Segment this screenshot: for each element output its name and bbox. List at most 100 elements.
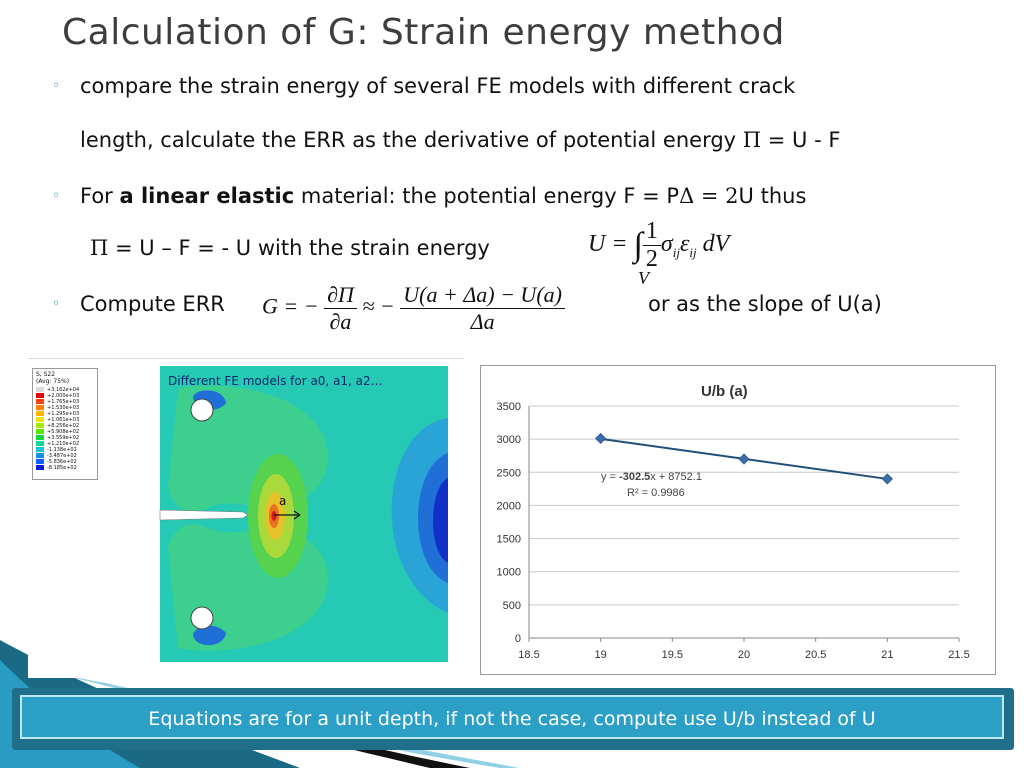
legend-entry: -3.487e+02	[36, 453, 79, 459]
data-point	[595, 432, 607, 445]
legend-swatch	[36, 429, 44, 434]
legend-swatch	[36, 465, 44, 470]
y-tick-label: 0	[515, 633, 521, 645]
pi-equation-text: = U – F = - U with the strain energy	[108, 236, 490, 260]
err-formula: G = − ∂Π ∂a ≈ − U(a + Δa) − U(a) Δa	[262, 282, 565, 335]
bullet-1-line-1: compare the strain energy of several FE …	[80, 74, 796, 98]
y-tick-label: 500	[503, 600, 521, 612]
legend-entry: +1.295e+03	[36, 411, 79, 417]
x-tick-label: 21	[881, 649, 893, 661]
legend-entry: -5.836e+02	[36, 459, 79, 465]
y-tick-label: 1500	[497, 534, 521, 546]
legend-swatch	[36, 405, 44, 410]
legend-swatch	[36, 459, 44, 464]
legend-swatch	[36, 453, 44, 458]
legend-entry: +3.559e+02	[36, 435, 79, 441]
legend-value: +3.162e+04	[47, 387, 80, 393]
bullet-3-post: or as the slope of U(a)	[648, 292, 882, 316]
legend-entry: +1.061e+03	[36, 417, 79, 423]
legend-value: +1.210e+02	[47, 441, 80, 447]
trendline-slope: -302.5	[619, 471, 650, 483]
legend-swatch	[36, 387, 44, 392]
legend-value: +1.765e+03	[47, 399, 80, 405]
legend-avg: (Avg: 75%)	[36, 378, 70, 385]
pi-symbol: Π	[90, 236, 109, 260]
legend-value: +8.256e+02	[47, 423, 80, 429]
legend-entry: -8.185e+02	[36, 465, 79, 471]
footer-text: Equations are for a unit depth, if not t…	[20, 695, 1004, 739]
crack-length-label: a	[279, 494, 287, 508]
legend-value: +1.530e+03	[47, 405, 80, 411]
pi-symbol: Π	[742, 128, 762, 152]
legend-swatch	[36, 393, 44, 398]
delta-equals-2: Δ = 2	[679, 184, 739, 208]
footer-banner: Equations are for a unit depth, if not t…	[12, 688, 1014, 750]
bullet-2-post: material: the potential energy F = P	[294, 184, 680, 208]
legend-swatch	[36, 423, 44, 428]
legend-swatch	[36, 399, 44, 404]
legend-title: S, S22	[36, 371, 56, 378]
strain-energy-chart: U/b (a) 0 500 1000 1500 2000 2500 3000 3500 18.5…	[480, 365, 996, 675]
x-tick-label: 21.5	[948, 649, 969, 661]
legend-value: -5.836e+02	[47, 459, 77, 465]
legend-value: +5.908e+02	[47, 429, 80, 435]
y-tick-label: 2500	[497, 467, 521, 479]
pi-equation-line: Π = U – F = - U with the strain energy	[90, 236, 490, 260]
x-tick-label: 20	[738, 649, 750, 661]
trendline-equation-pre: y =	[601, 471, 619, 483]
bullet-1-line-2: length, calculate the ERR as the derivat…	[80, 128, 840, 152]
bullet-2-pre: For	[80, 184, 120, 208]
chart-canvas: U/b (a) 0 500 1000 1500 2000 2500 3000 3500 18.5…	[497, 383, 970, 661]
legend-entry: +1.530e+03	[36, 405, 79, 411]
legend-swatch	[36, 417, 44, 422]
legend-entry: +2.000e+03	[36, 393, 79, 399]
legend-value: +2.000e+03	[47, 393, 80, 399]
y-tick-label: 1000	[497, 567, 521, 579]
y-tick-label: 3500	[497, 401, 521, 413]
legend-value: -1.138e+02	[47, 447, 77, 453]
trendline-equation-post: x + 8752.1	[650, 471, 702, 483]
legend-entry: +8.256e+02	[36, 423, 79, 429]
legend-entry: -1.138e+02	[36, 447, 79, 453]
chart-title: U/b (a)	[701, 383, 748, 400]
y-tick-label: 2000	[497, 500, 521, 512]
fe-contour-plot	[28, 357, 464, 662]
x-tick-label: 18.5	[518, 649, 539, 661]
bullet-marker: ◦	[52, 296, 61, 312]
bullet-1-line-2-pre: length, calculate the ERR as the derivat…	[80, 128, 743, 152]
bullet-2-tail: U thus	[738, 184, 807, 208]
data-point	[738, 453, 750, 465]
legend-value: +3.559e+02	[47, 435, 80, 441]
legend-swatch	[36, 441, 44, 446]
legend-value: +1.295e+03	[47, 411, 80, 417]
legend-value: -8.185e+02	[47, 465, 77, 471]
data-point	[881, 473, 893, 485]
legend-swatch	[36, 447, 44, 452]
x-tick-label: 19	[595, 649, 607, 661]
bullet-marker: ◦	[52, 188, 61, 204]
legend-value: +1.061e+03	[47, 417, 80, 423]
strain-energy-formula: U = ∫ 1 2 σijεij dV V	[588, 218, 730, 288]
slide-title: Calculation of G: Strain energy method	[62, 12, 785, 53]
legend-value: -3.487e+02	[47, 453, 77, 459]
legend-entry: +1.210e+02	[36, 441, 79, 447]
bullet-3-pre: Compute ERR	[80, 292, 225, 316]
x-tick-label: 19.5	[662, 649, 683, 661]
legend-list: +3.162e+04 +2.000e+03 +1.765e+03 +1.530e+03…	[36, 387, 79, 471]
stress-legend: S, S22 (Avg: 75%) +3.162e+04 +2.000e+03 +1…	[32, 368, 98, 480]
bullet-2-bold: a linear elastic	[119, 184, 295, 208]
legend-swatch	[36, 435, 44, 440]
fe-model-figure: Different FE models for a0, a1, a2… a	[28, 357, 464, 678]
bullet-2-text: For a linear elastic material: the poten…	[80, 184, 806, 208]
legend-swatch	[36, 411, 44, 416]
fe-figure-label: Different FE models for a0, a1, a2…	[168, 374, 383, 388]
y-tick-label: 3000	[497, 434, 521, 446]
trendline-equation: y = -302.5x + 8752.1	[601, 471, 702, 483]
r-squared-label: R² = 0.9986	[627, 487, 685, 499]
legend-entry: +1.765e+03	[36, 399, 79, 405]
bullet-marker: ◦	[52, 78, 61, 94]
bullet-1-line-2-post: = U - F	[761, 128, 841, 152]
legend-entry: +3.162e+04	[36, 387, 79, 393]
legend-entry: +5.908e+02	[36, 429, 79, 435]
x-tick-label: 20.5	[805, 649, 826, 661]
